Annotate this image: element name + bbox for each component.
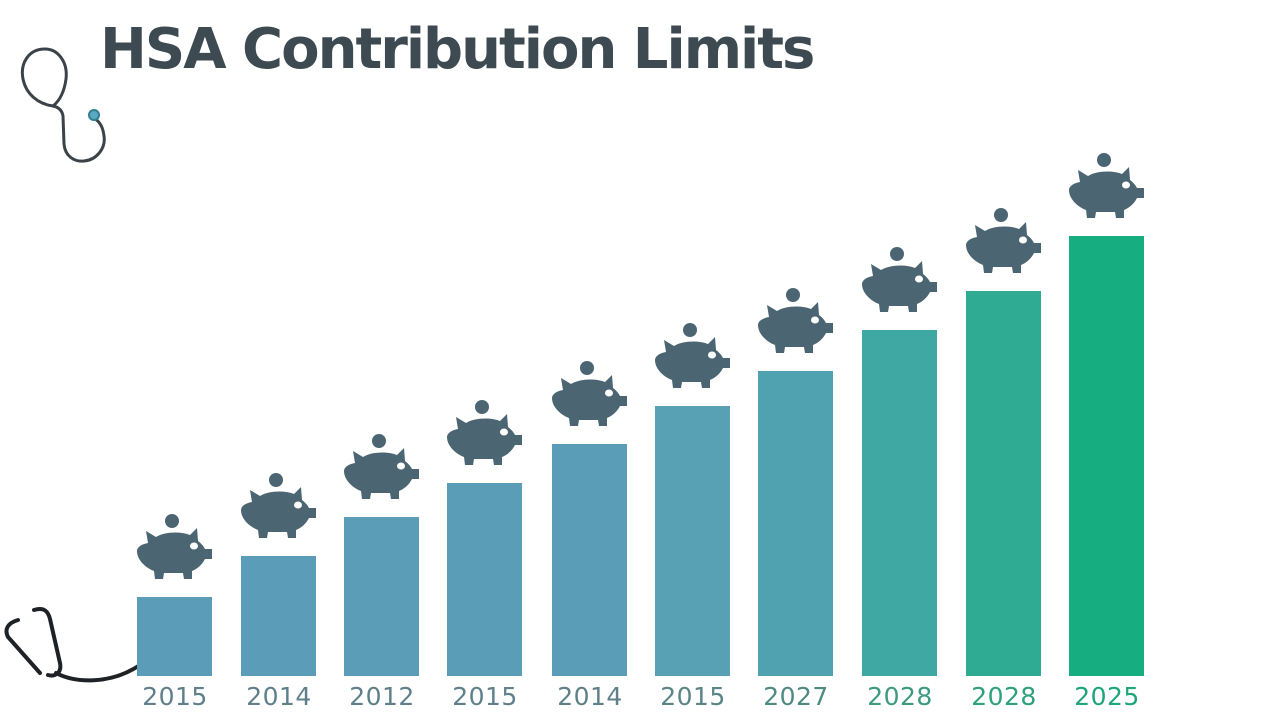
stethoscope-icon (4, 607, 142, 683)
x-axis-label: 2014 (246, 682, 312, 711)
bar (1069, 236, 1144, 676)
piggy-bank-icon (755, 287, 835, 355)
x-axis-label: 2015 (452, 682, 518, 711)
bar (552, 444, 627, 676)
bar (241, 556, 316, 676)
x-axis-label: 2014 (557, 682, 623, 711)
bar (344, 517, 419, 676)
piggy-bank-icon (134, 513, 214, 581)
piggy-bank-icon (652, 322, 732, 390)
piggy-bank-icon (1066, 152, 1146, 220)
piggy-bank-icon (238, 472, 318, 540)
x-axis-label: 2028 (971, 682, 1037, 711)
chart-title: HSA Contribution Limits (100, 17, 815, 82)
x-axis-label: 2025 (1074, 682, 1140, 711)
piggy-bank-icon (963, 207, 1043, 275)
piggy-bank-icon (859, 246, 939, 314)
x-axis-label: 2028 (867, 682, 933, 711)
bar (862, 330, 937, 676)
bar (137, 597, 212, 676)
bar (655, 406, 730, 676)
bar (758, 371, 833, 676)
stethoscope-icon (20, 47, 106, 163)
bar (447, 483, 522, 676)
piggy-bank-icon (341, 433, 421, 501)
piggy-bank-icon (444, 399, 524, 467)
x-axis-label: 2012 (349, 682, 415, 711)
x-axis-label: 2015 (142, 682, 208, 711)
x-axis-label: 2027 (763, 682, 829, 711)
bar (966, 291, 1041, 676)
piggy-bank-icon (549, 360, 629, 428)
x-axis-label: 2015 (660, 682, 726, 711)
